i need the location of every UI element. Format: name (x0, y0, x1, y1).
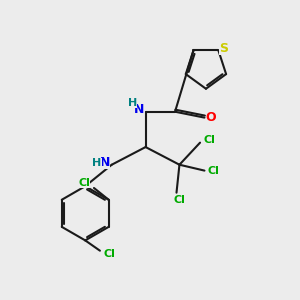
Text: N: N (100, 156, 110, 169)
Text: Cl: Cl (103, 249, 115, 259)
Text: Cl: Cl (79, 178, 91, 188)
Text: H: H (128, 98, 137, 109)
Text: O: O (206, 111, 216, 124)
Text: H: H (92, 158, 102, 168)
Text: S: S (219, 42, 228, 56)
Text: N: N (134, 103, 144, 116)
Text: Cl: Cl (173, 195, 185, 205)
Text: Cl: Cl (203, 135, 215, 145)
Text: Cl: Cl (208, 166, 220, 176)
